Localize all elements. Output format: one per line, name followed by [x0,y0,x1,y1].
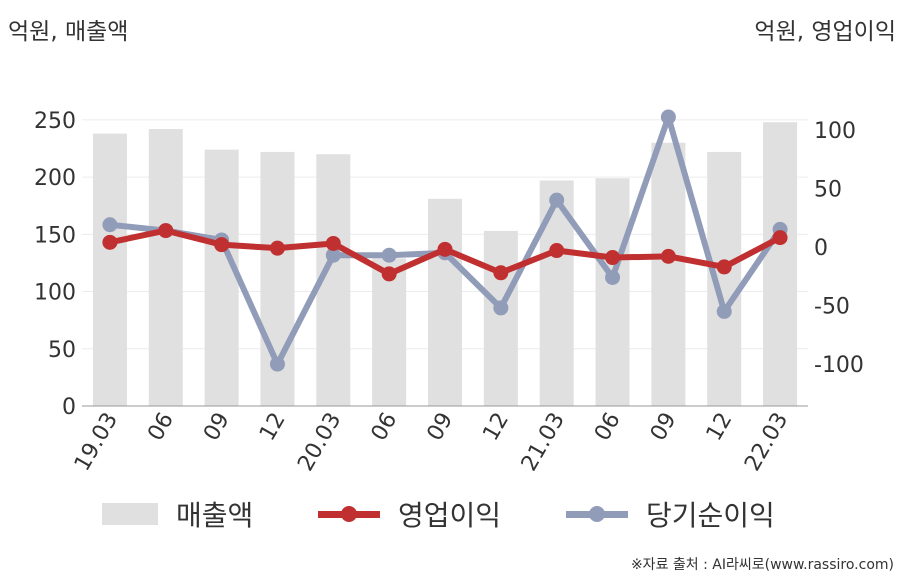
revenue-bar [595,178,630,406]
left-tick-label: 250 [34,109,76,134]
revenue-bar [148,129,183,407]
x-tick-label: 06 [143,409,179,446]
net-income-point [493,300,509,316]
legend-item-operating-profit: 영업이익 [318,494,501,534]
operating-profit-point [605,250,621,266]
net-income-point [605,269,621,285]
legend-label-operating-profit: 영업이익 [398,499,502,532]
x-tick-label: 19.03 [70,409,123,476]
x-tick-label: 06 [590,409,626,446]
left-tick-label: 200 [34,166,76,191]
x-tick-label: 09 [646,409,682,446]
net-income-point [102,217,118,233]
revenue-bar [483,230,518,406]
left-axis-unit: 억원, 매출액 [8,19,129,45]
revenue-bar [763,122,798,406]
operating-profit-point [549,243,565,259]
net-income-point [549,192,565,208]
revenue-bar [372,258,407,406]
left-tick-label: 50 [48,338,76,363]
operating-profit-point [325,235,341,251]
net-income-point [660,109,676,125]
left-tick-label: 100 [34,281,76,306]
x-tick-label: 12 [702,409,738,446]
legend-label-revenue: 매출액 [176,499,254,532]
right-tick-label: 50 [814,177,842,202]
x-tick-label: 12 [478,409,514,446]
operating-profit-point [269,240,285,256]
legend: 매출액 영업이익 당기순이익 [0,494,908,534]
revenue-bar [651,142,686,406]
x-tick-label: 21.03 [517,409,570,476]
source-note: ※자료 출처 : AI라씨로(www.rassiro.com) [630,557,894,573]
right-tick-label: 100 [814,119,856,144]
operating-profit-point [381,266,397,282]
operating-profit-point [158,223,174,239]
net-income-point [269,356,285,372]
net-income-point [325,247,341,263]
operating-profit-point [716,259,732,275]
x-tick-label: 09 [199,409,235,446]
operating-profit-point [493,265,509,281]
legend-item-net-income: 당기순이익 [566,494,775,534]
x-tick-label: 12 [255,409,291,446]
net-income-point [716,303,732,319]
legend-swatch-revenue [102,503,158,525]
legend-swatch-operating-profit [318,503,380,525]
legend-label-net-income: 당기순이익 [646,499,775,532]
operating-profit-point [214,237,230,253]
legend-swatch-net-income [566,503,628,525]
operating-profit-point [437,241,453,257]
x-tick-label: 20.03 [293,409,346,476]
left-tick-label: 150 [34,223,76,248]
revenue-bar [428,198,462,406]
right-tick-label: 0 [814,236,828,261]
x-tick-label: 06 [367,409,403,446]
right-axis-unit: 억원, 영업이익 [754,19,896,45]
right-tick-label: -100 [814,353,864,378]
operating-profit-point [772,230,788,246]
operating-profit-point [102,234,118,250]
revenue-bar [92,133,127,406]
legend-item-revenue: 매출액 [102,494,253,534]
left-tick-label: 0 [62,395,76,420]
operating-profit-point [660,248,676,264]
x-tick-label: 22.03 [740,409,793,476]
right-tick-label: -50 [814,295,850,320]
revenue-bar [204,149,239,406]
x-tick-label: 09 [423,409,459,446]
net-income-point [381,247,397,263]
